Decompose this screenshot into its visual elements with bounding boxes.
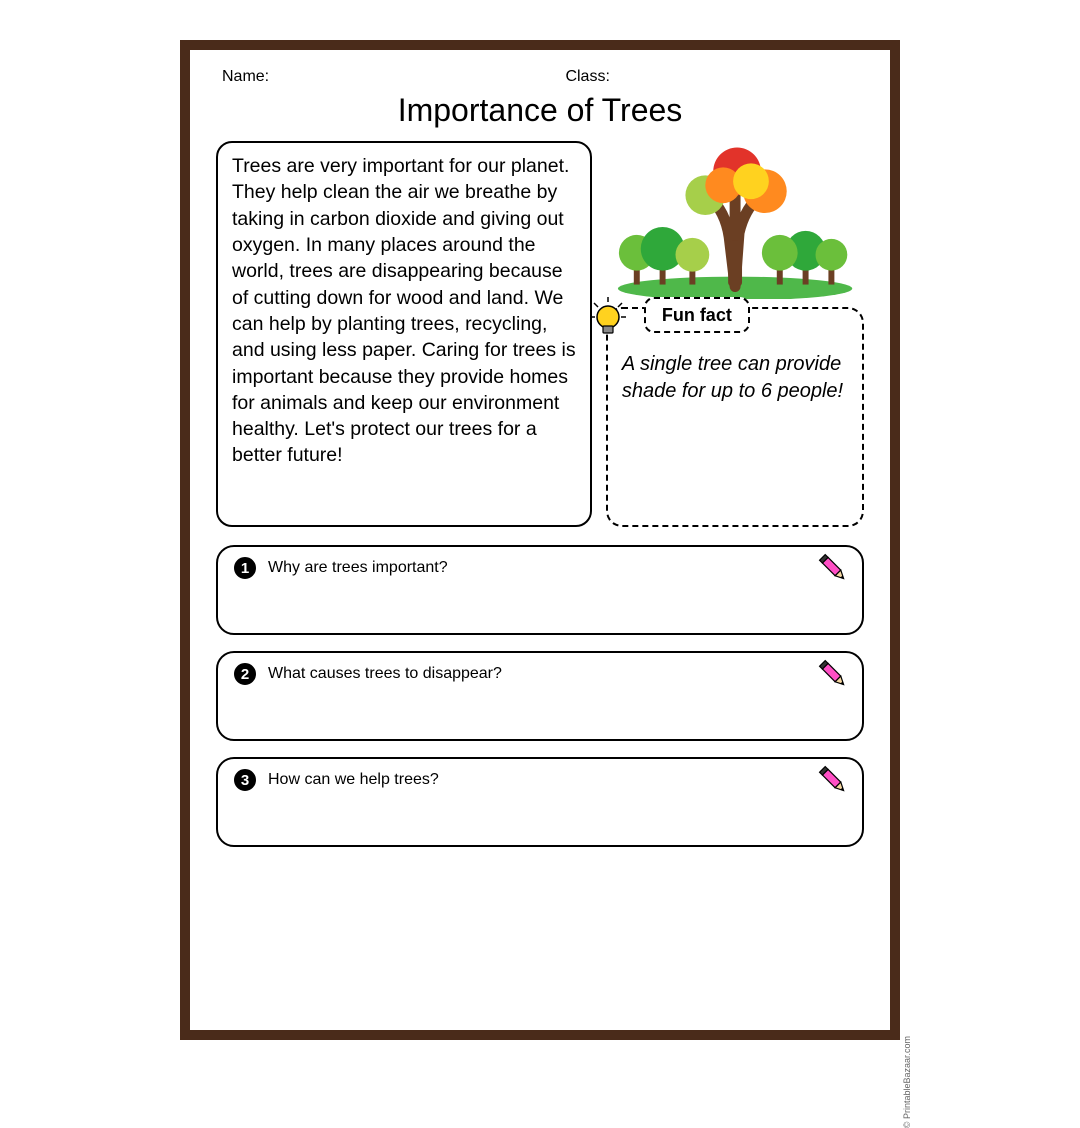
question-text: What causes trees to disappear? [268,665,502,683]
worksheet-page: Name: Class: Importance of Trees Trees a… [180,40,900,1040]
question-box: 1 Why are trees important? [216,545,864,635]
credit-text: © PrintableBazaar.com [902,1036,912,1128]
lightbulb-icon [588,297,628,337]
pencil-icon [816,551,850,585]
question-text: Why are trees important? [268,559,448,577]
header-row: Name: Class: [216,68,864,86]
fun-fact-text: A single tree can provide shade for up t… [622,351,848,405]
reading-passage: Trees are very important for our planet.… [216,141,592,527]
fun-fact-label: Fun fact [644,297,750,333]
pencil-icon [816,763,850,797]
right-column: Fun fact A single tree can provide shade… [606,141,864,527]
content-row: Trees are very important for our planet.… [216,141,864,527]
question-box: 3 How can we help trees? [216,757,864,847]
question-text: How can we help trees? [268,771,439,789]
question-number: 1 [234,557,256,579]
fun-fact-box: Fun fact A single tree can provide shade… [606,307,864,527]
fun-fact-wrap: Fun fact A single tree can provide shade… [606,307,864,527]
question-box: 2 What causes trees to disappear? [216,651,864,741]
questions-list: 1 Why are trees important? 2 What causes… [216,545,864,847]
page-title: Importance of Trees [216,92,864,129]
name-label: Name: [222,68,565,86]
class-label: Class: [565,68,858,86]
question-number: 2 [234,663,256,685]
question-number: 3 [234,769,256,791]
pencil-icon [816,657,850,691]
trees-illustration [606,141,864,299]
